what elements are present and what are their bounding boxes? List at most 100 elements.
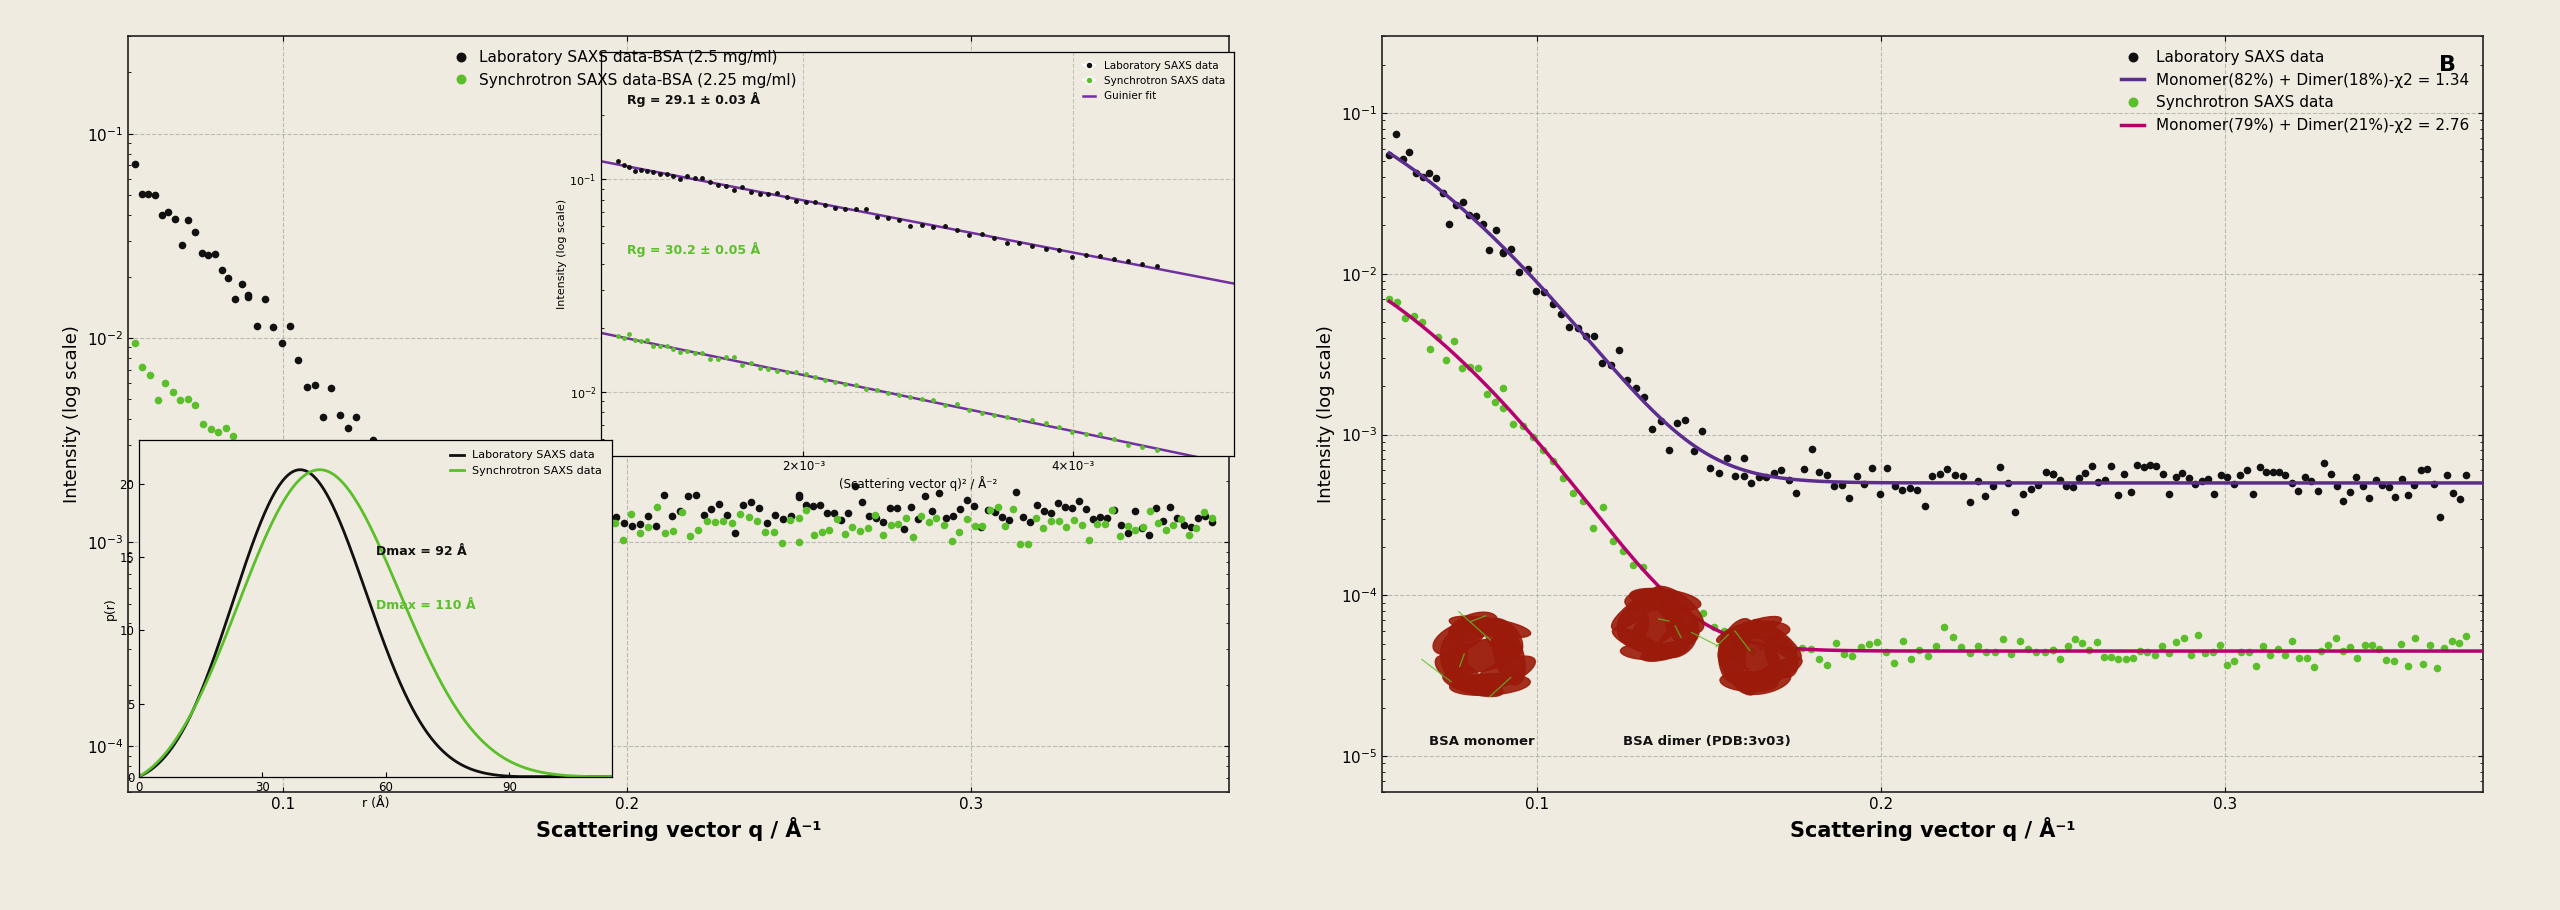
Monomer(82%) + Dimer(18%)-χ2 = 1.34 [1807,476,1838,487]
Synchrotron SAXS data-BSA (2.25 mg/ml) [799,530,829,541]
Text: B: B [2440,56,2455,76]
Ellipse shape [1436,655,1482,692]
X-axis label: Scattering vector q / Å⁻¹: Scattering vector q / Å⁻¹ [535,817,822,841]
Laboratory SAXS data [2296,476,2327,487]
Ellipse shape [1667,606,1700,644]
Ellipse shape [1651,586,1705,632]
Ellipse shape [1485,619,1523,658]
Line: Laboratory SAXS data-BSA (2.5 mg/ml): Laboratory SAXS data-BSA (2.5 mg/ml) [131,160,1216,539]
Laboratory SAXS data [1380,129,1411,140]
Monomer(82%) + Dimer(18%)-χ2 = 1.34 [1505,259,1536,270]
Synchrotron SAXS data [2263,643,2294,654]
Ellipse shape [1751,620,1802,660]
Line: Monomer(79%) + Dimer(21%)-χ2 = 2.76: Monomer(79%) + Dimer(21%)-χ2 = 2.76 [1390,301,2483,651]
Monomer(79%) + Dimer(21%)-χ2 = 2.76 [2061,645,2092,656]
Monomer(82%) + Dimer(18%)-χ2 = 1.34 [1375,147,1405,158]
Y-axis label: Intensity (log scale): Intensity (log scale) [64,325,82,503]
Synchrotron SAXS data [2271,650,2301,661]
Ellipse shape [1738,622,1789,639]
Line: Laboratory SAXS data: Laboratory SAXS data [1385,131,2470,521]
Ellipse shape [1618,606,1649,645]
Synchrotron SAXS data [1828,649,1859,660]
Line: Synchrotron SAXS data-BSA (2.25 mg/ml): Synchrotron SAXS data-BSA (2.25 mg/ml) [131,339,1216,548]
Laboratory SAXS data [2153,489,2184,500]
Laboratory SAXS data-BSA (2.5 mg/ml) [673,490,704,501]
Synchrotron SAXS data-BSA (2.25 mg/ml) [525,515,556,526]
Ellipse shape [1449,612,1498,642]
Monomer(79%) + Dimer(21%)-χ2 = 2.76 [2468,645,2499,656]
Monomer(82%) + Dimer(18%)-χ2 = 1.34 [2168,478,2199,489]
Legend: Laboratory SAXS data-BSA (2.5 mg/ml), Synchrotron SAXS data-BSA (2.25 mg/ml): Laboratory SAXS data-BSA (2.5 mg/ml), Sy… [448,44,804,94]
Ellipse shape [1449,616,1531,638]
Synchrotron SAXS data-BSA (2.25 mg/ml) [607,534,637,545]
Ellipse shape [1718,616,1782,643]
Synchrotron SAXS data [2276,635,2307,646]
Ellipse shape [1631,589,1700,611]
Monomer(82%) + Dimer(18%)-χ2 = 1.34 [2468,478,2499,489]
Laboratory SAXS data [2348,480,2378,491]
Line: Synchrotron SAXS data: Synchrotron SAXS data [1385,296,2470,672]
Ellipse shape [1441,633,1467,678]
Synchrotron SAXS data [2394,661,2424,672]
Laboratory SAXS data-BSA (2.5 mg/ml) [796,501,827,511]
Laboratory SAXS data [1375,149,1405,160]
Ellipse shape [1751,657,1802,686]
Monomer(82%) + Dimer(18%)-χ2 = 1.34 [2163,478,2194,489]
Ellipse shape [1633,604,1682,647]
Legend: Laboratory SAXS data, Monomer(82%) + Dimer(18%)-χ2 = 1.34, Synchrotron SAXS data: Laboratory SAXS data, Monomer(82%) + Dim… [2115,44,2476,139]
Ellipse shape [1620,643,1679,660]
Ellipse shape [1449,673,1531,695]
Ellipse shape [1492,626,1526,685]
Monomer(79%) + Dimer(21%)-χ2 = 2.76 [1807,644,1838,655]
Laboratory SAXS data [2432,469,2463,480]
Monomer(79%) + Dimer(21%)-χ2 = 2.76 [2168,645,2199,656]
Laboratory SAXS data [2360,474,2391,485]
Laboratory SAXS data [1933,463,1964,474]
Synchrotron SAXS data-BSA (2.25 mg/ml) [259,473,289,484]
Y-axis label: Intensity (log scale): Intensity (log scale) [1318,325,1336,503]
Laboratory SAXS data-BSA (2.5 mg/ml) [120,158,151,169]
Text: A: A [1185,56,1201,76]
Line: Monomer(82%) + Dimer(18%)-χ2 = 1.34: Monomer(82%) + Dimer(18%)-χ2 = 1.34 [1390,153,2483,483]
Synchrotron SAXS data-BSA (2.25 mg/ml) [1196,513,1226,524]
Synchrotron SAXS data [2422,662,2452,673]
Monomer(79%) + Dimer(21%)-χ2 = 2.76 [1505,417,1536,428]
Laboratory SAXS data-BSA (2.5 mg/ml) [648,490,678,501]
Monomer(79%) + Dimer(21%)-χ2 = 2.76 [1731,635,1761,646]
Ellipse shape [1733,633,1779,678]
Synchrotron SAXS data [1498,419,1528,430]
Laboratory SAXS data-BSA (2.5 mg/ml) [896,501,927,512]
Synchrotron SAXS data-BSA (2.25 mg/ml) [960,521,991,531]
Laboratory SAXS data-BSA (2.5 mg/ml) [315,383,346,394]
Synchrotron SAXS data-BSA (2.25 mg/ml) [120,338,151,349]
Ellipse shape [1626,589,1674,611]
Ellipse shape [1434,622,1485,655]
Laboratory SAXS data [2450,470,2481,480]
Laboratory SAXS data-BSA (2.5 mg/ml) [1134,530,1165,541]
X-axis label: Scattering vector q / Å⁻¹: Scattering vector q / Å⁻¹ [1789,817,2076,841]
Monomer(79%) + Dimer(21%)-χ2 = 2.76 [2163,645,2194,656]
Ellipse shape [1718,649,1756,695]
Ellipse shape [1610,590,1664,630]
Ellipse shape [1764,634,1797,677]
Monomer(82%) + Dimer(18%)-χ2 = 1.34 [2061,478,2092,489]
Synchrotron SAXS data-BSA (2.25 mg/ml) [1014,539,1044,550]
Laboratory SAXS data-BSA (2.5 mg/ml) [187,248,218,258]
Synchrotron SAXS data-BSA (2.25 mg/ml) [499,520,530,531]
Ellipse shape [1718,629,1746,682]
Ellipse shape [1444,672,1503,696]
Monomer(79%) + Dimer(21%)-χ2 = 2.76 [1375,296,1405,307]
Ellipse shape [1659,625,1697,658]
Ellipse shape [1720,672,1779,692]
Synchrotron SAXS data [2450,631,2481,642]
Ellipse shape [1444,639,1518,672]
Ellipse shape [1613,628,1664,655]
Ellipse shape [1738,669,1792,694]
Laboratory SAXS data-BSA (2.5 mg/ml) [1196,516,1226,527]
Ellipse shape [1472,656,1536,691]
Text: BSA dimer (PDB:3v03): BSA dimer (PDB:3v03) [1623,735,1792,748]
Laboratory SAXS data [2424,512,2455,523]
Synchrotron SAXS data [1375,294,1405,305]
Ellipse shape [1720,619,1754,661]
Monomer(82%) + Dimer(18%)-χ2 = 1.34 [1731,465,1761,476]
